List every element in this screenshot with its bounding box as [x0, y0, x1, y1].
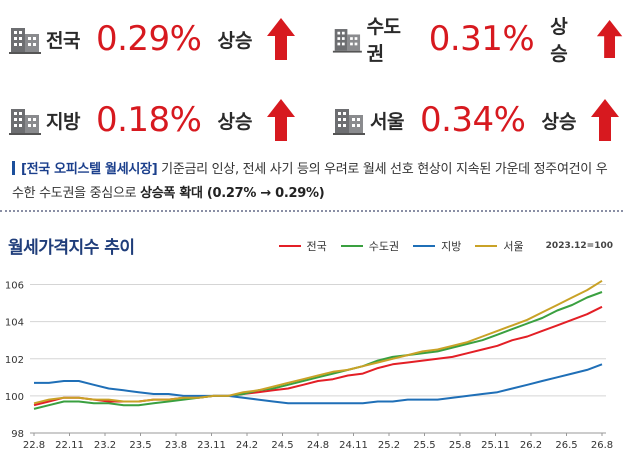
- legend-item-national: 전국: [278, 238, 327, 254]
- x-tick-label: 25.2: [378, 440, 400, 451]
- legend-swatch: [278, 245, 301, 247]
- chart-legend: 전국 수도권 지방 서울 2023.12=100: [265, 238, 613, 254]
- stat-change: 상승: [550, 16, 568, 65]
- legend-item-seoul: 서울: [475, 238, 524, 254]
- x-tick-label: 22.11: [55, 440, 84, 451]
- building-icon: [332, 29, 362, 53]
- legend-label: 수도권: [368, 240, 400, 253]
- stat-region: 수도권: [366, 16, 401, 65]
- building-icon: [333, 109, 365, 135]
- y-tick-label: 98: [11, 429, 24, 440]
- y-tick-label: 102: [5, 355, 24, 366]
- description-emphasis: 상승폭 확대: [140, 186, 203, 201]
- description-tag: [전국 오피스텔 월세시장]: [21, 162, 158, 177]
- x-tick-label: 24.8: [307, 440, 329, 451]
- x-tick-label: 23.5: [129, 440, 151, 451]
- x-tick-label: 23.2: [94, 440, 116, 451]
- series-line: [33, 279, 603, 405]
- section-divider: [0, 210, 623, 212]
- y-tick-label: 104: [5, 318, 24, 329]
- x-tick-label: 23.11: [197, 440, 226, 451]
- stat-region: 서울: [370, 110, 404, 133]
- legend-label: 전국: [306, 240, 327, 253]
- stat-value: 0.34%: [419, 100, 526, 140]
- stat-change: 상승: [217, 29, 253, 52]
- chart-base-note: 2023.12=100: [545, 241, 613, 251]
- legend-swatch: [475, 245, 498, 247]
- stat-value: 0.31%: [428, 19, 535, 59]
- stat-change: 상승: [541, 110, 577, 133]
- building-icon: [9, 28, 41, 54]
- series-line: [33, 291, 603, 410]
- stat-provincial: 지방 0.18% 상승: [8, 95, 296, 145]
- stat-region: 지방: [46, 110, 80, 133]
- stat-capital: 수도권 0.31% 상승: [332, 14, 623, 65]
- x-tick-label: 22.8: [23, 440, 45, 451]
- x-tick-label: 25.8: [449, 440, 471, 451]
- x-tick-label: 25.5: [413, 440, 435, 451]
- description-trail: (0.27% → 0.29%): [202, 186, 325, 201]
- y-tick-label: 106: [5, 281, 24, 292]
- chart-title: 월세가격지수 추이: [8, 238, 135, 258]
- stat-value: 0.18%: [95, 100, 202, 140]
- up-arrow-icon: [596, 19, 623, 59]
- stat-region: 전국: [46, 29, 80, 52]
- legend-swatch: [340, 245, 363, 247]
- x-tick-label: 24.11: [339, 440, 368, 451]
- up-arrow-icon: [267, 18, 296, 60]
- x-tick-label: 25.11: [481, 440, 510, 451]
- legend-swatch: [413, 245, 436, 247]
- stat-seoul: 서울 0.34% 상승: [332, 95, 620, 145]
- x-tick-label: 26.8: [591, 440, 613, 451]
- legend-label: 서울: [503, 240, 524, 253]
- up-arrow-icon: [591, 99, 620, 141]
- building-icon: [9, 109, 41, 135]
- x-tick-label: 24.2: [236, 440, 258, 451]
- x-tick-label: 26.5: [555, 440, 577, 451]
- accent-bar: [12, 161, 15, 175]
- stat-value: 0.29%: [95, 19, 202, 59]
- legend-item-provincial: 지방: [413, 238, 461, 254]
- series-line: [34, 363, 603, 405]
- market-description: [전국 오피스텔 월세시장] 기준금리 인상, 전세 사기 등의 우려로 월세 …: [12, 158, 618, 206]
- y-tick-label: 100: [5, 392, 24, 403]
- description-text: 기준금리 인상, 전세 사기 등의 우려로 월세 선호 현상이 지속된 가운데 …: [12, 162, 608, 201]
- up-arrow-icon: [267, 99, 296, 141]
- x-tick-label: 24.5: [271, 440, 293, 451]
- stat-national: 전국 0.29% 상승: [8, 14, 296, 64]
- legend-label: 지방: [441, 240, 462, 253]
- x-tick-label: 26.2: [520, 440, 542, 451]
- x-tick-label: 23.8: [165, 440, 187, 451]
- stat-change: 상승: [217, 110, 253, 133]
- legend-item-capital: 수도권: [340, 238, 400, 254]
